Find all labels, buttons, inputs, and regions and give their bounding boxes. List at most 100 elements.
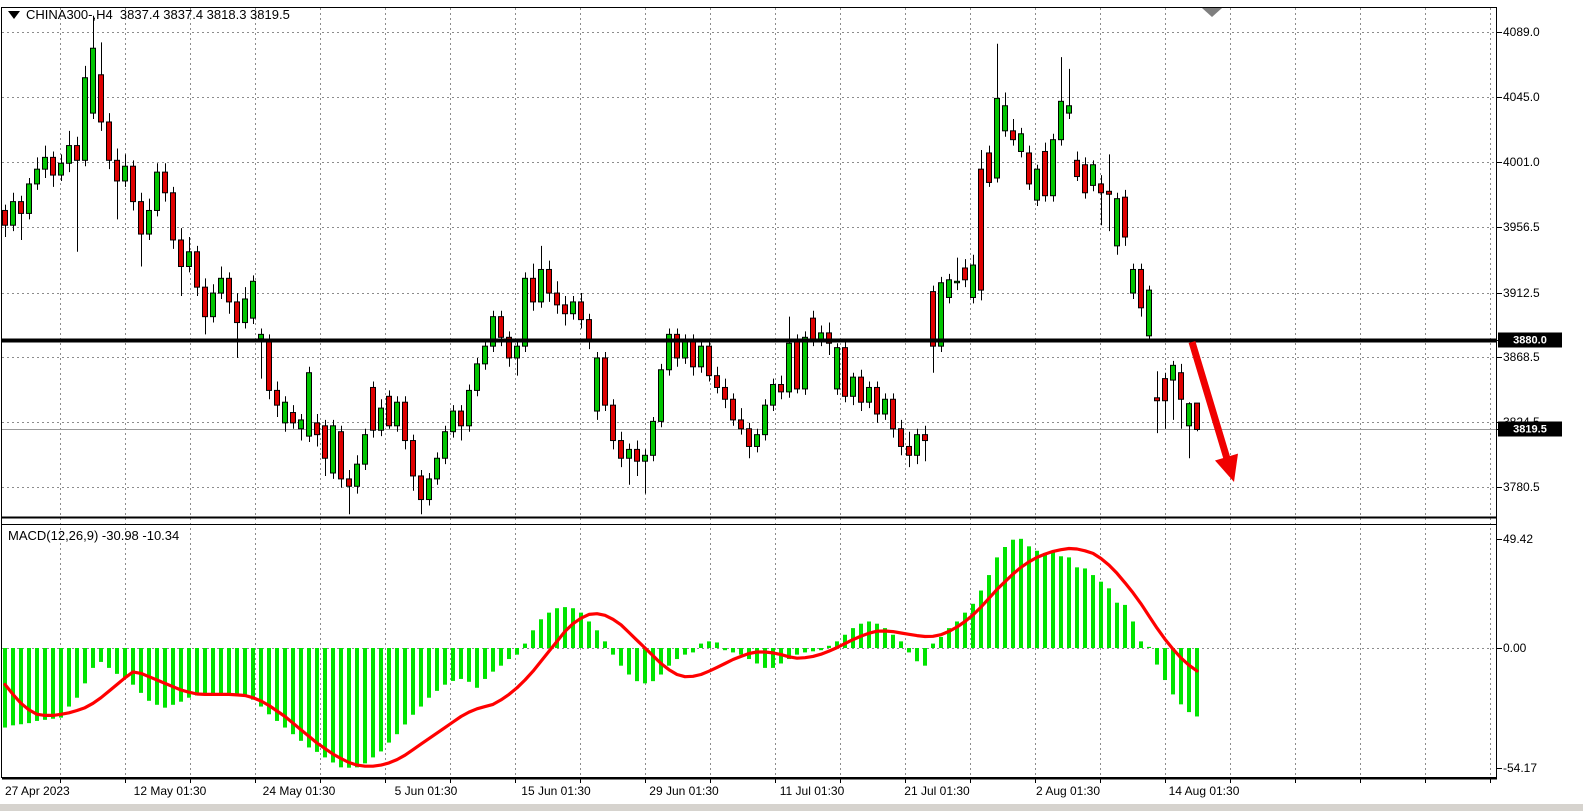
trend-arrow-shaft[interactable] xyxy=(1188,340,1232,462)
macd-histogram-bar xyxy=(1187,648,1191,713)
candle-bear xyxy=(1122,196,1128,238)
candle-bear xyxy=(178,239,184,268)
macd-histogram-bar xyxy=(131,648,135,685)
trend-arrow-head[interactable] xyxy=(1215,453,1238,482)
macd-histogram-bar xyxy=(875,623,879,648)
macd-histogram-bar xyxy=(171,648,175,705)
macd-histogram-bar xyxy=(523,643,527,648)
candle-bear xyxy=(810,317,816,341)
current-price-badge: 3819.5 xyxy=(1498,421,1562,437)
macd-histogram-bar xyxy=(187,648,191,698)
macd-histogram-bar xyxy=(691,648,695,653)
macd-axis-label: 49.42 xyxy=(1503,532,1534,546)
macd-histogram-bar xyxy=(1035,550,1039,648)
macd-histogram-bar xyxy=(403,648,407,725)
candle-bull xyxy=(850,376,856,397)
candle-bull xyxy=(754,434,760,447)
macd-histogram-bar xyxy=(675,648,679,660)
macd-histogram-bar xyxy=(203,648,207,695)
macd-histogram-bar xyxy=(395,648,399,735)
macd-histogram-bar xyxy=(1115,602,1119,648)
candle-bear xyxy=(346,478,352,487)
date-label: 21 Jul 01:30 xyxy=(904,784,970,798)
macd-histogram-bar xyxy=(11,648,15,726)
candle-bull xyxy=(482,345,488,365)
date-label: 12 May 01:30 xyxy=(133,784,207,798)
macd-histogram-bar xyxy=(819,648,823,651)
macd-histogram-bar xyxy=(443,648,447,685)
candle-bull xyxy=(802,336,808,390)
candle-bear xyxy=(602,357,608,406)
macd-histogram-bar xyxy=(987,575,991,648)
candle-bear xyxy=(418,475,424,501)
candle-bull xyxy=(938,282,944,347)
macd-histogram-bar xyxy=(1131,621,1135,648)
symbol-dropdown-icon[interactable] xyxy=(8,10,20,19)
candle-bear xyxy=(674,333,680,359)
candle-bear xyxy=(290,412,296,424)
candle-bear xyxy=(842,347,848,397)
candle-bull xyxy=(250,280,256,319)
candle-bull xyxy=(514,345,520,359)
date-label: 5 Jun 01:30 xyxy=(394,784,458,798)
macd-histogram-bar xyxy=(611,648,615,655)
macd-histogram-bar xyxy=(1019,538,1023,648)
macd-histogram-bar xyxy=(923,648,927,666)
macd-histogram-bar xyxy=(1155,648,1159,665)
candle-bull xyxy=(10,201,16,226)
macd-histogram-bar xyxy=(371,648,375,758)
candle-bear xyxy=(962,267,968,281)
candle-bull xyxy=(626,448,632,459)
macd-histogram-bar xyxy=(467,648,471,682)
candle-bull xyxy=(954,280,960,284)
macd-histogram-bar xyxy=(571,608,575,648)
candle-bull xyxy=(762,404,768,436)
candle-bear xyxy=(714,375,720,388)
candle-bear xyxy=(898,428,904,447)
macd-histogram-bar xyxy=(667,648,671,666)
macd-histogram-bar xyxy=(755,648,759,664)
candle-bull xyxy=(122,165,128,182)
candle-bear xyxy=(114,159,120,182)
candle-bear xyxy=(1082,164,1088,194)
macd-histogram-bar xyxy=(451,648,455,681)
macd-histogram-bar xyxy=(1027,546,1031,648)
candle-bull xyxy=(914,434,920,456)
macd-histogram-bar xyxy=(123,648,127,678)
macd-histogram-bar xyxy=(75,648,79,698)
macd-histogram-bar xyxy=(59,648,63,718)
macd-histogram-bar xyxy=(19,648,23,725)
macd-histogram-bar xyxy=(731,648,735,653)
macd-histogram-bar xyxy=(155,648,159,705)
candle-bear xyxy=(554,292,560,306)
candle-bull xyxy=(258,333,264,340)
candle-bear xyxy=(314,422,320,436)
candle-bull xyxy=(786,342,792,393)
macd-histogram-bar xyxy=(267,648,271,715)
candle-bull xyxy=(882,398,888,415)
macd-histogram-bar xyxy=(107,648,111,668)
candle-bear xyxy=(338,431,344,480)
macd-histogram-bar xyxy=(763,648,767,668)
macd-histogram-bar xyxy=(979,590,983,648)
macd-histogram-bar xyxy=(323,648,327,758)
candle-bull xyxy=(146,209,152,235)
candle-bull xyxy=(186,251,192,268)
chart-shift-marker-icon[interactable] xyxy=(1202,8,1222,17)
macd-histogram-bar xyxy=(331,648,335,763)
macd-histogram-bar xyxy=(219,648,223,694)
date-label: 2 Aug 01:30 xyxy=(1035,784,1101,798)
candle-bull xyxy=(90,47,96,114)
price-axis-label: 4089.0 xyxy=(1503,25,1540,39)
chart-frame xyxy=(1,7,1497,778)
candle-bear xyxy=(978,168,984,291)
candle-bull xyxy=(1186,403,1192,427)
candle-bear xyxy=(162,171,168,194)
macd-histogram-bar xyxy=(419,648,423,707)
macd-histogram-bar xyxy=(243,648,247,697)
candle-bear xyxy=(274,389,280,406)
candle-bull xyxy=(154,171,160,211)
macd-histogram-bar xyxy=(931,643,935,648)
candle-bull xyxy=(666,333,672,371)
